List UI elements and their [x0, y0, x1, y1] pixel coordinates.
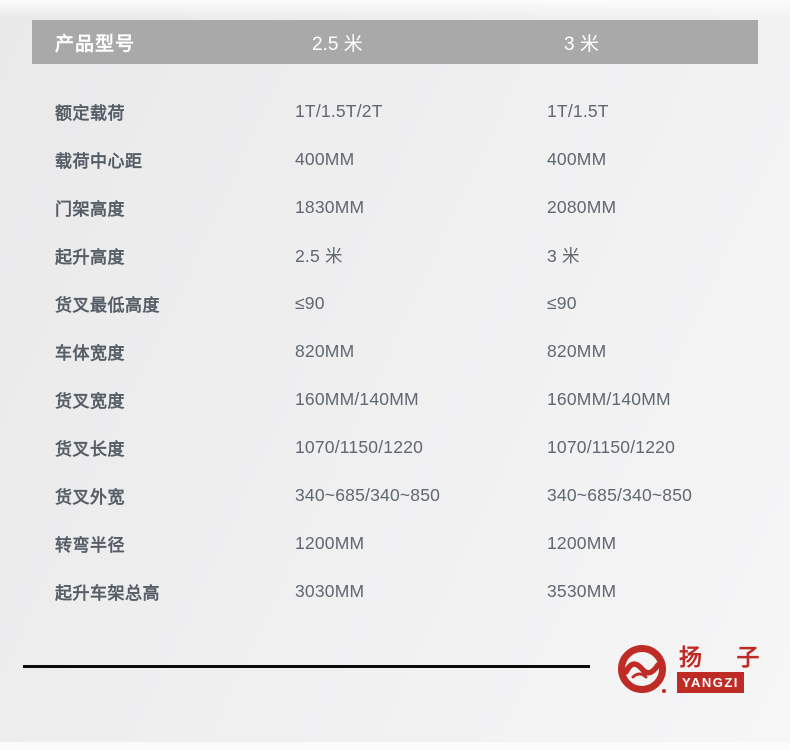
header-2-5m-column: 2.5 米 [312, 33, 363, 55]
table-row-fork-width: 货叉宽度 160MM/140MM 160MM/140MM [0, 375, 790, 423]
spec-value-2-5m: 160MM/140MM [295, 388, 419, 409]
header-product-model: 产品型号 [55, 33, 136, 55]
table-row-fork-length: 货叉长度 1070/1150/1220 1070/1150/1220 [0, 423, 790, 471]
header-3m-column: 3 米 [564, 33, 599, 55]
spec-value-3m: 3 米 [547, 245, 580, 266]
spec-value-3m: 1200MM [547, 532, 617, 553]
spec-label: 额定载荷 [55, 103, 125, 123]
table-row-body-width: 车体宽度 820MM 820MM [0, 327, 790, 375]
table-row-load-center: 载荷中心距 400MM 400MM [0, 135, 790, 183]
spec-value-3m: 1070/1150/1220 [547, 436, 676, 457]
spec-value-3m: 160MM/140MM [547, 388, 671, 409]
spec-value-2-5m: 1070/1150/1220 [295, 436, 424, 457]
spec-value-2-5m: 400MM [295, 148, 355, 169]
spec-label: 货叉长度 [55, 439, 125, 459]
spec-value-3m: 400MM [547, 148, 607, 169]
footer-divider-line [23, 665, 590, 668]
spec-label: 门架高度 [55, 199, 125, 219]
table-row-lift-height: 起升高度 2.5 米 3 米 [0, 231, 790, 279]
spec-label: 起升车架总高 [55, 583, 160, 603]
yangzi-wave-circle-icon [618, 645, 666, 693]
table-row-turning-radius: 转弯半径 1200MM 1200MM [0, 519, 790, 567]
yangzi-chinese-name: 扬 子 [679, 644, 774, 670]
spec-value-2-5m: 1200MM [295, 532, 365, 553]
spec-value-2-5m: 820MM [295, 340, 355, 361]
spec-label: 货叉宽度 [55, 391, 125, 411]
spec-label: 车体宽度 [55, 343, 125, 363]
spec-value-3m: ≤90 [547, 292, 577, 313]
top-highlight [0, 0, 790, 17]
spec-value-3m: 3530MM [547, 580, 617, 601]
spec-value-3m: 340~685/340~850 [547, 484, 693, 505]
yangzi-english-badge: YANGZI [677, 672, 744, 693]
spec-table-body: 额定载荷 1T/1.5T/2T 1T/1.5T 载荷中心距 400MM 400M… [0, 87, 790, 615]
table-row-fork-min-height: 货叉最低高度 ≤90 ≤90 [0, 279, 790, 327]
yangzi-logo-text: 扬 子 YANGZI [677, 644, 773, 693]
spec-value-2-5m: 340~685/340~850 [295, 484, 441, 505]
spec-value-3m: 2080MM [547, 196, 617, 217]
spec-value-2-5m: 1830MM [295, 196, 365, 217]
table-row-lift-frame-total-height: 起升车架总高 3030MM 3530MM [0, 567, 790, 615]
table-header: 产品型号 2.5 米 3 米 [32, 20, 758, 64]
table-row-rated-load: 额定载荷 1T/1.5T/2T 1T/1.5T [0, 87, 790, 135]
spec-value-2-5m: ≤90 [295, 292, 325, 313]
spec-value-2-5m: 2.5 米 [295, 245, 343, 266]
spec-label: 起升高度 [55, 247, 125, 267]
yangzi-logo: 扬 子 YANGZI [618, 644, 759, 698]
spec-label: 货叉外宽 [55, 487, 125, 507]
bottom-highlight [0, 742, 790, 750]
spec-value-2-5m: 1T/1.5T/2T [295, 100, 383, 121]
spec-label: 转弯半径 [55, 535, 125, 555]
spec-value-2-5m: 3030MM [295, 580, 365, 601]
spec-value-3m: 1T/1.5T [547, 100, 609, 121]
spec-value-3m: 820MM [547, 340, 607, 361]
spec-label: 货叉最低高度 [55, 295, 160, 315]
table-row-mast-height: 门架高度 1830MM 2080MM [0, 183, 790, 231]
table-row-fork-outer-width: 货叉外宽 340~685/340~850 340~685/340~850 [0, 471, 790, 519]
spec-label: 载荷中心距 [55, 151, 143, 171]
